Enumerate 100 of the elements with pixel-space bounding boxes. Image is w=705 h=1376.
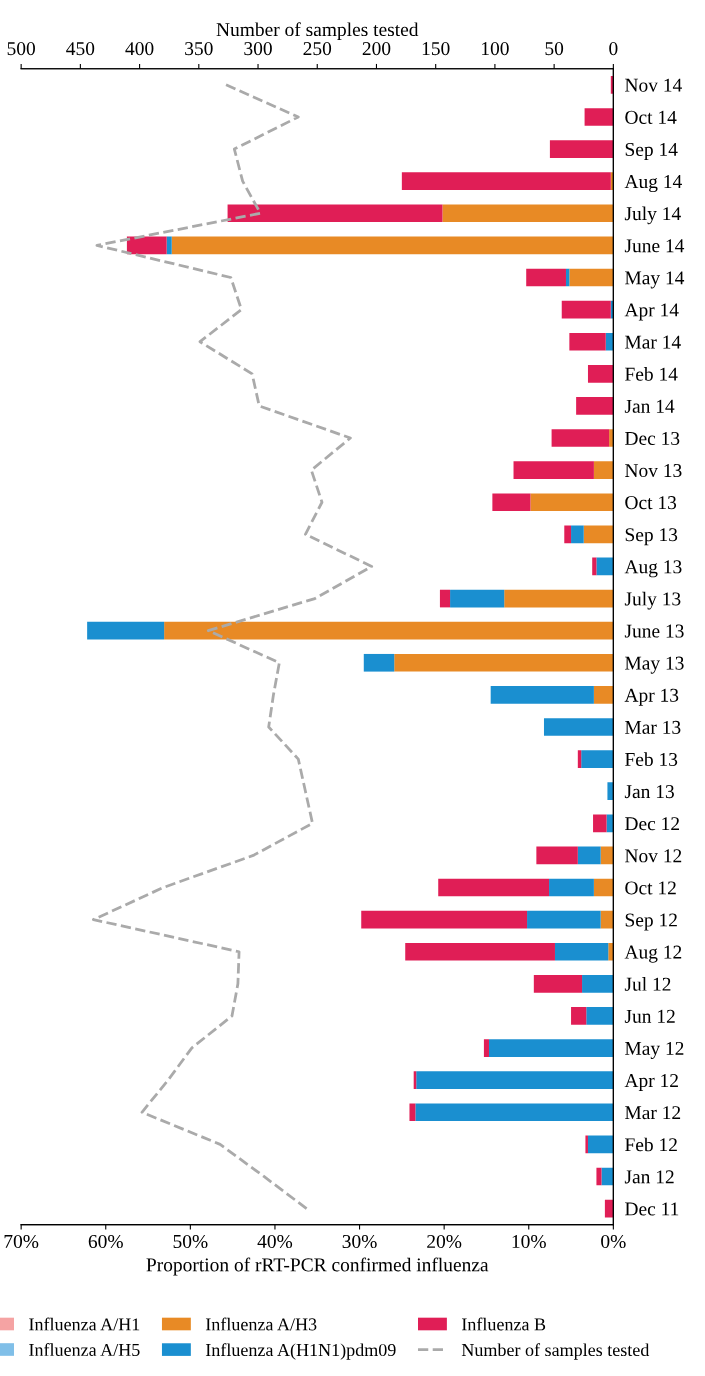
legend-label: Influenza A/H1 [29,1317,140,1331]
bar [483,1039,489,1057]
bar [504,589,614,608]
legend-label: Influenza A/H3 [205,1317,317,1331]
x2-tick-label: 50 [545,42,564,56]
y-tick-label: Apr 14 [624,303,679,321]
x2-tick-label: 250 [303,42,332,56]
y-tick-label: Sep 13 [625,528,678,546]
bar [600,846,614,865]
bar [164,621,614,640]
y-tick-label: Feb 12 [625,1137,677,1152]
bar [561,300,611,319]
x2-tick-label: 150 [422,42,450,56]
y-tick-label: Nov 12 [625,849,682,863]
x2-tick-label: 350 [185,42,213,56]
bar [569,332,606,351]
y-tick-label: Jul 12 [624,977,671,991]
bar [583,525,614,544]
y-tick-label: July 13 [624,591,681,610]
x2-tick-label: 0 [609,42,618,56]
bar [554,942,609,961]
bar [606,814,614,833]
bar [587,1135,614,1154]
bar [405,942,555,961]
bar [571,525,584,544]
y-tick-label: Feb 13 [625,752,678,767]
bar [577,846,601,865]
bar [526,268,566,287]
bar [409,1103,416,1122]
x-tick-label: 60% [88,1234,123,1249]
y-tick-label: Apr 12 [624,1074,678,1092]
bar [592,557,597,576]
bar [584,108,614,126]
x-tick-label: 30% [342,1234,377,1249]
x-tick-label: 20% [427,1234,462,1249]
bar [530,493,614,512]
bar [593,878,614,897]
y-tick-label: Dec 13 [625,431,680,445]
y-tick-label: Oct 14 [625,110,677,124]
bar [416,1071,614,1089]
x-tick-label: 40% [257,1234,293,1249]
x-tick-label: 50% [173,1234,208,1249]
bar [361,910,528,929]
y-tick-label: Mar 14 [625,335,681,349]
x2-tick-label: 100 [482,42,509,56]
y-tick-label: Aug 12 [624,945,682,963]
y-tick-label: Jan 13 [624,785,674,799]
bar [608,942,614,961]
bar [549,140,614,158]
y-tick-label: June 13 [624,624,684,638]
bar [363,653,395,672]
bar [227,204,443,223]
y-tick-label: Sep 12 [625,913,677,931]
y-tick-label: May 12 [625,1041,684,1059]
bar [415,1103,614,1122]
y-tick-label: Dec 12 [625,817,679,831]
y-tick-label: Feb 14 [625,367,678,381]
bar [551,429,610,447]
y-tick-label: Mar 12 [625,1106,681,1120]
bar [564,525,572,544]
y-tick-label: Nov 13 [625,464,682,478]
x-tick-label: 0% [601,1234,626,1249]
bar [87,621,165,640]
legend-label: Influenza B [461,1317,546,1331]
bar [438,878,550,897]
bar [543,718,614,736]
y-tick-label: Oct 13 [625,496,677,510]
bar [569,268,614,287]
x2-tick-label: 500 [7,42,35,56]
y-tick-label: Mar 13 [625,720,681,734]
bar [607,782,614,801]
y-tick-label: Jan 12 [624,1170,674,1184]
bar [166,236,172,255]
bar [582,975,614,993]
bar [605,332,614,351]
x2-tick-label: 450 [66,42,95,56]
bar [442,204,614,223]
y-tick-label: Nov 14 [625,78,682,92]
bar [586,1007,614,1025]
bar [394,653,614,672]
bar [577,750,582,768]
legend-label: Influenza A/H5 [29,1343,140,1357]
bar [604,1199,614,1218]
y-tick-label: Oct 12 [625,881,676,895]
bar [401,172,611,190]
bar [596,1167,602,1186]
bar [439,589,451,608]
bar [593,686,614,704]
x-tick-label: 10% [512,1234,546,1249]
y-tick-label: Apr 13 [624,688,679,706]
bar [171,236,614,255]
bar [593,814,607,833]
legend-label: Number of samples tested [461,1343,650,1360]
x2-tick-label: 200 [362,42,391,56]
bar [596,557,614,576]
y-tick-label: Aug 14 [624,175,682,193]
bar [600,910,614,929]
bar [609,429,614,447]
bar [587,364,614,383]
y-tick-label: Jan 14 [624,399,675,413]
